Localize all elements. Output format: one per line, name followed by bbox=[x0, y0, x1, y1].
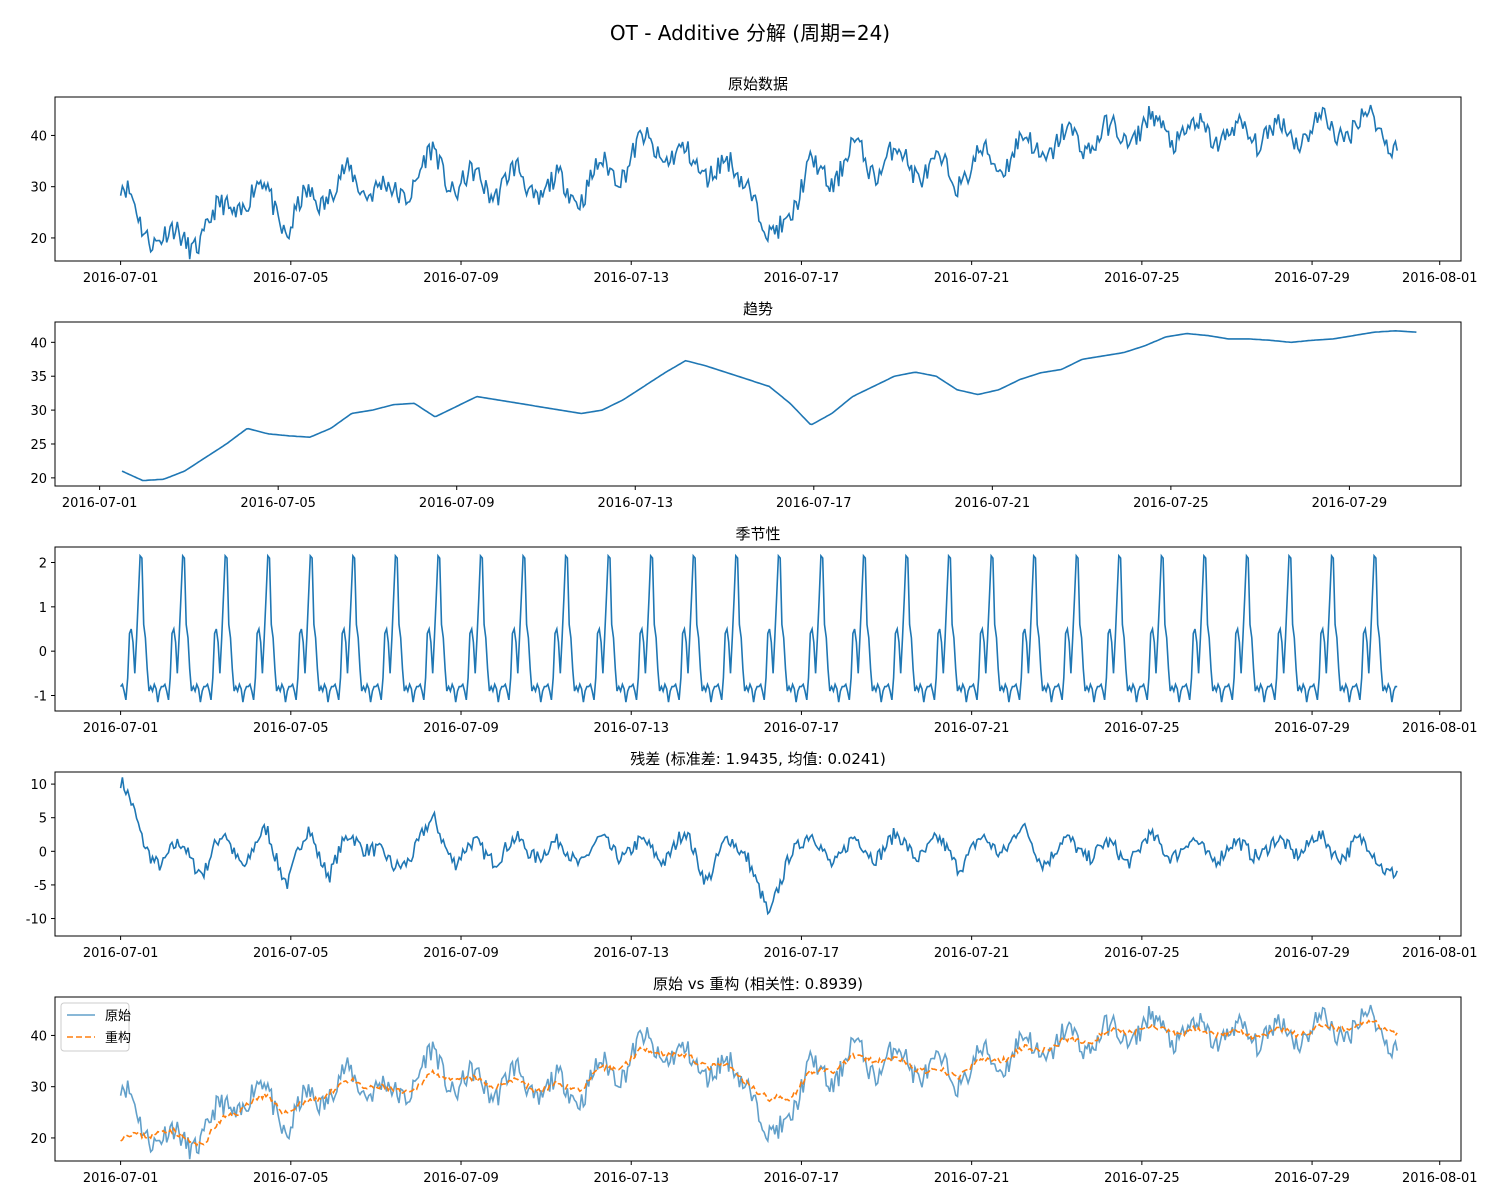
x-tick-label: 2016-07-17 bbox=[776, 496, 852, 511]
y-tick-label: 40 bbox=[30, 129, 47, 144]
y-tick-label: 0 bbox=[39, 845, 47, 860]
x-tick-label: 2016-07-25 bbox=[1104, 721, 1180, 736]
x-tick-label: 2016-07-13 bbox=[597, 496, 673, 511]
panel-residual: 残差 (标准差: 1.9435, 均值: 0.0241) 10 5 0 -5 -10 201… bbox=[26, 750, 1478, 961]
y-tick-label: 20 bbox=[30, 472, 47, 487]
x-tick-label: 2016-07-13 bbox=[593, 1171, 669, 1186]
x-tick-label: 2016-08-01 bbox=[1402, 1171, 1478, 1186]
panel-reconstruction: 原始 vs 重构 (相关性: 0.8939) 20 30 40 2016-07-01 20… bbox=[30, 975, 1477, 1186]
x-tick-label: 2016-07-21 bbox=[934, 721, 1010, 736]
x-tick-label: 2016-07-05 bbox=[240, 496, 316, 511]
x-tick-label: 2016-07-13 bbox=[593, 721, 669, 736]
plot-frame bbox=[54, 771, 1462, 937]
panel-seasonal: 季节性 -1 0 1 2 2016-07-01 2016-07-05 2016-07-09 20… bbox=[34, 525, 1477, 736]
x-tick-label: 2016-07-05 bbox=[253, 271, 329, 286]
panel-title: 残差 (标准差: 1.9435, 均值: 0.0241) bbox=[630, 750, 886, 768]
plot-frame bbox=[54, 546, 1462, 712]
panel-original: 原始数据 20 30 40 2016-07-01 2016-07-05 2016-07-09… bbox=[30, 75, 1477, 286]
y-tick-label: 35 bbox=[30, 370, 47, 385]
x-tick-label: 2016-08-01 bbox=[1402, 271, 1478, 286]
y-tick-label: -10 bbox=[26, 913, 47, 928]
series-line-original-0 bbox=[119, 104, 1398, 260]
x-tick-label: 2016-07-09 bbox=[423, 271, 499, 286]
x-tick-label: 2016-07-21 bbox=[934, 1171, 1010, 1186]
y-tick-label: 10 bbox=[30, 778, 47, 793]
x-tick-label: 2016-07-09 bbox=[419, 496, 495, 511]
x-tick-label: 2016-07-01 bbox=[83, 271, 159, 286]
series-line-reconstruction-1 bbox=[120, 1019, 1398, 1147]
x-tick-label: 2016-07-01 bbox=[83, 946, 159, 961]
x-tick-label: 2016-07-21 bbox=[955, 496, 1031, 511]
x-tick-label: 2016-07-21 bbox=[934, 271, 1010, 286]
y-tick-label: 30 bbox=[30, 1081, 47, 1096]
panel-title: 原始数据 bbox=[728, 75, 788, 93]
x-tick-label: 2016-07-25 bbox=[1133, 496, 1209, 511]
y-tick-label: 5 bbox=[39, 812, 47, 827]
figure-title: OT - Additive 分解 (周期=24) bbox=[610, 21, 890, 45]
series-line-reconstruction-0 bbox=[119, 1004, 1398, 1160]
panel-trend: 趋势 20 25 30 35 40 2016-07-01 2016-07-05 2016-07-… bbox=[30, 300, 1462, 511]
x-tick-label: 2016-07-25 bbox=[1104, 271, 1180, 286]
x-tick-label: 2016-07-21 bbox=[934, 946, 1010, 961]
x-tick-label: 2016-07-13 bbox=[593, 946, 669, 961]
panel-title: 原始 vs 重构 (相关性: 0.8939) bbox=[653, 975, 863, 993]
y-tick-label: 25 bbox=[30, 438, 47, 453]
series-line-seasonal-0 bbox=[119, 553, 1398, 703]
x-tick-label: 2016-07-01 bbox=[62, 496, 138, 511]
y-tick-label: 0 bbox=[39, 645, 47, 660]
x-tick-label: 2016-07-05 bbox=[253, 721, 329, 736]
x-tick-label: 2016-07-25 bbox=[1104, 946, 1180, 961]
x-tick-label: 2016-07-29 bbox=[1274, 1171, 1350, 1186]
y-tick-label: 1 bbox=[39, 601, 47, 616]
y-tick-label: 40 bbox=[30, 1029, 47, 1044]
x-tick-label: 2016-07-13 bbox=[593, 271, 669, 286]
x-tick-label: 2016-07-05 bbox=[253, 946, 329, 961]
legend-label: 重构 bbox=[105, 1030, 131, 1046]
x-tick-label: 2016-07-09 bbox=[423, 721, 499, 736]
x-tick-label: 2016-07-29 bbox=[1274, 271, 1350, 286]
y-tick-label: 20 bbox=[30, 1132, 47, 1147]
plot-frame bbox=[54, 996, 1462, 1162]
y-tick-label: 20 bbox=[30, 232, 47, 247]
y-tick-label: 40 bbox=[30, 336, 47, 351]
plot-frame bbox=[54, 321, 1462, 487]
plot-frame bbox=[54, 96, 1462, 262]
x-tick-label: 2016-07-29 bbox=[1312, 496, 1388, 511]
x-tick-label: 2016-07-05 bbox=[253, 1171, 329, 1186]
x-tick-label: 2016-07-17 bbox=[764, 1171, 840, 1186]
x-tick-label: 2016-07-17 bbox=[764, 946, 840, 961]
series-line-residual-0 bbox=[119, 777, 1398, 916]
y-tick-label: -1 bbox=[34, 689, 47, 704]
y-tick-label: 30 bbox=[30, 404, 47, 419]
series-line-trend-0 bbox=[121, 329, 1417, 482]
x-tick-label: 2016-07-17 bbox=[764, 721, 840, 736]
y-tick-label: -5 bbox=[34, 879, 47, 894]
legend-label: 原始 bbox=[105, 1009, 131, 1024]
x-tick-label: 2016-08-01 bbox=[1402, 946, 1478, 961]
x-tick-label: 2016-07-29 bbox=[1274, 946, 1350, 961]
panel-title: 趋势 bbox=[743, 300, 773, 318]
x-tick-label: 2016-07-09 bbox=[423, 946, 499, 961]
x-tick-label: 2016-07-01 bbox=[83, 1171, 159, 1186]
panel-title: 季节性 bbox=[735, 525, 780, 543]
x-tick-label: 2016-07-17 bbox=[764, 271, 840, 286]
y-tick-label: 30 bbox=[30, 181, 47, 196]
x-tick-label: 2016-08-01 bbox=[1402, 721, 1478, 736]
x-tick-label: 2016-07-25 bbox=[1104, 1171, 1180, 1186]
x-tick-label: 2016-07-29 bbox=[1274, 721, 1350, 736]
x-tick-label: 2016-07-01 bbox=[83, 721, 159, 736]
y-tick-label: 2 bbox=[39, 557, 47, 572]
x-tick-label: 2016-07-09 bbox=[423, 1171, 499, 1186]
